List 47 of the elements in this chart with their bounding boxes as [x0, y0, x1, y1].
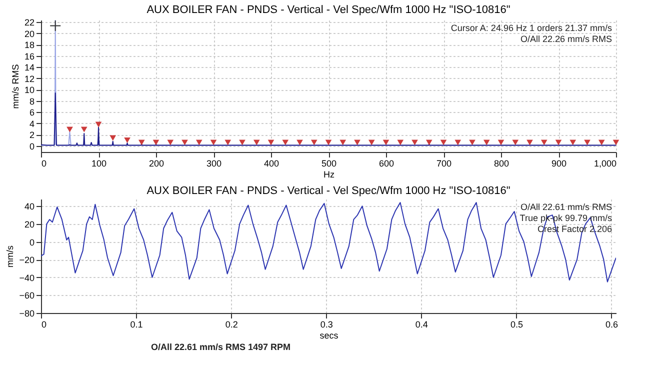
x-tick-label: 700: [436, 158, 452, 168]
x-tick-label: 0: [42, 158, 47, 168]
x-tick-label: 100: [91, 158, 107, 168]
chart-title: AUX BOILER FAN - PNDS - Vertical - Vel Spec/Wfm 1000 Hz "ISO-10816": [146, 185, 510, 197]
x-tick-label: 1,000: [594, 158, 616, 168]
y-axis-title: mm/s: [5, 245, 16, 268]
y-tick-label: 22: [24, 18, 34, 28]
chart-title: AUX BOILER FAN - PNDS - Vertical - Vel Spec/Wfm 1000 Hz "ISO-10816": [146, 4, 510, 16]
y-tick-label: 2: [29, 130, 34, 140]
x-tick-label: 400: [264, 158, 280, 168]
x-tick-label: 500: [321, 158, 337, 168]
y-tick-label: −20: [19, 255, 34, 266]
x-tick-label: 800: [494, 158, 510, 168]
x-tick-label: 0: [42, 320, 47, 330]
y-axis-title: mm/s RMS: [10, 64, 20, 109]
x-tick-label: 0.4: [415, 320, 428, 330]
y-tick-label: 20: [24, 28, 34, 39]
x-tick-label: 0.3: [320, 320, 333, 330]
x-axis-title: secs: [320, 330, 339, 340]
x-tick-label: 900: [551, 158, 567, 168]
x-tick-label: 0.2: [225, 320, 238, 330]
text: O/All 22.61 mm/s RMS 1497 RPM: [151, 342, 291, 352]
y-tick-label: 20: [24, 219, 34, 230]
x-tick-label: 200: [148, 158, 164, 168]
y-tick-label: 0: [29, 141, 34, 152]
x-tick-label: 0.5: [510, 320, 523, 330]
annotation: O/All 22.26 mm/s RMS: [520, 34, 612, 44]
y-tick-label: 10: [24, 85, 34, 96]
y-tick-label: 6: [29, 108, 34, 118]
y-tick-label: 18: [24, 40, 34, 50]
y-tick-label: 14: [24, 62, 34, 73]
x-tick-label: 300: [206, 158, 222, 168]
y-tick-label: 4: [29, 118, 34, 129]
annotation: Cursor A: 24.96 Hz 1 orders 21.37 mm/s: [450, 23, 612, 33]
y-tick-label: −40: [19, 272, 34, 283]
x-tick-label: 0.6: [605, 320, 618, 330]
y-tick-label: 16: [24, 51, 34, 62]
annotation: O/All 22.61 mm/s RMS: [520, 202, 612, 212]
x-tick-label: 0.1: [130, 320, 143, 330]
y-tick-label: −80: [19, 308, 34, 318]
x-tick-label: 600: [378, 158, 394, 168]
y-tick-label: 40: [24, 202, 34, 212]
y-tick-label: −60: [19, 290, 34, 301]
y-tick-label: 0: [29, 237, 34, 248]
y-tick-label: 12: [24, 74, 34, 84]
y-tick-label: 8: [29, 96, 34, 106]
x-axis-title: Hz: [324, 170, 335, 180]
